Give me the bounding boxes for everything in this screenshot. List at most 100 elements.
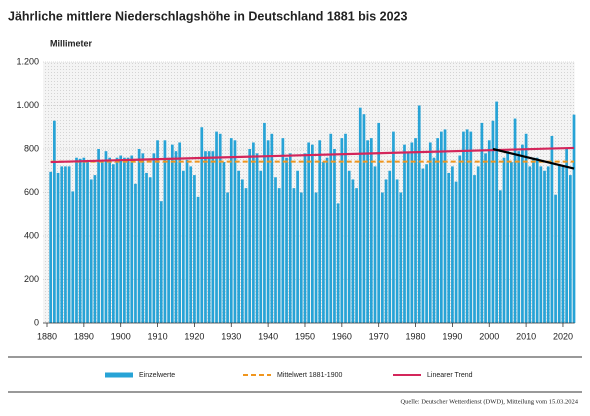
bar [572,114,576,323]
bar [506,151,510,323]
line [50,146,575,164]
y-tick-label: 0 [34,317,39,327]
bar [229,138,233,323]
bar [277,188,281,323]
bar [451,166,454,323]
legend-swatch [105,372,133,378]
bar [170,144,174,323]
bar [454,181,458,323]
bar [233,140,237,323]
x-tick-label: 1900 [111,331,131,341]
bar [207,151,211,323]
bar [524,133,528,323]
x-tick-label: 2000 [479,331,499,341]
bar [178,142,182,323]
x-tick-label: 1910 [148,331,168,341]
bar [193,175,196,323]
bar [528,166,532,323]
bar [314,192,318,323]
y-tick-label: 200 [24,274,39,284]
x-tick-label: 1990 [442,331,462,341]
x-tick-label: 1890 [74,331,94,341]
bar [565,149,568,323]
bar [244,188,248,323]
x-tick-label: 1960 [332,331,352,341]
bar [56,172,60,323]
bar [134,183,137,323]
bar [211,151,215,323]
bar [163,140,167,323]
bar [369,138,373,323]
bar [462,131,465,323]
bar [381,192,384,323]
legend-label: Mittelwert 1881-1900 [277,372,342,379]
bar [285,157,288,323]
bar [458,155,462,323]
x-tick-label: 1980 [406,331,426,341]
y-tick-label: 1.200 [16,56,39,66]
legend-label: Linearer Trend [427,372,473,379]
bar [200,127,204,323]
bar [185,159,189,323]
bar [226,192,229,323]
bar [108,157,112,323]
bar [539,166,543,323]
bar [100,162,104,323]
bar [270,133,274,323]
bar [502,157,506,323]
x-tick-label: 1880 [37,331,57,341]
bar [266,140,270,323]
bar [366,140,369,323]
x-tick-label: 1920 [184,331,204,341]
x-tick-label: 1950 [295,331,315,341]
bar [410,142,414,323]
line [492,147,575,170]
bar [237,170,240,323]
bar [152,153,156,323]
x-tick-label: 2020 [553,331,573,341]
bar [543,170,546,323]
bar [167,157,170,323]
bar [521,144,524,323]
bar [303,153,307,323]
bar [71,191,75,323]
bar [554,194,557,323]
bar [377,122,381,324]
bar [75,157,78,323]
bar [414,138,417,323]
bar [60,166,64,323]
bar [281,138,285,323]
bar [443,129,447,323]
bar [532,157,535,323]
bar [355,188,358,323]
bar [307,142,311,323]
bar [340,138,344,323]
bar [196,196,200,323]
bar [97,149,100,323]
bar [358,107,362,323]
bar [417,105,421,323]
bar [93,175,97,323]
bar [513,118,517,323]
bar [89,179,93,323]
bar [392,131,395,323]
bar [465,129,469,323]
bar [561,166,565,323]
bar [329,133,333,323]
bar [204,151,207,323]
y-tick-label: 800 [24,143,39,153]
bar [546,166,550,323]
bar [159,201,163,323]
bar [336,203,340,323]
bar [174,151,178,323]
bar [322,162,325,323]
bar [550,135,554,323]
x-tick-label: 1940 [258,331,278,341]
bar [318,140,322,323]
bar [123,157,126,323]
bar [395,179,399,323]
bar [215,131,218,323]
bar [248,149,252,323]
bar [484,153,487,323]
